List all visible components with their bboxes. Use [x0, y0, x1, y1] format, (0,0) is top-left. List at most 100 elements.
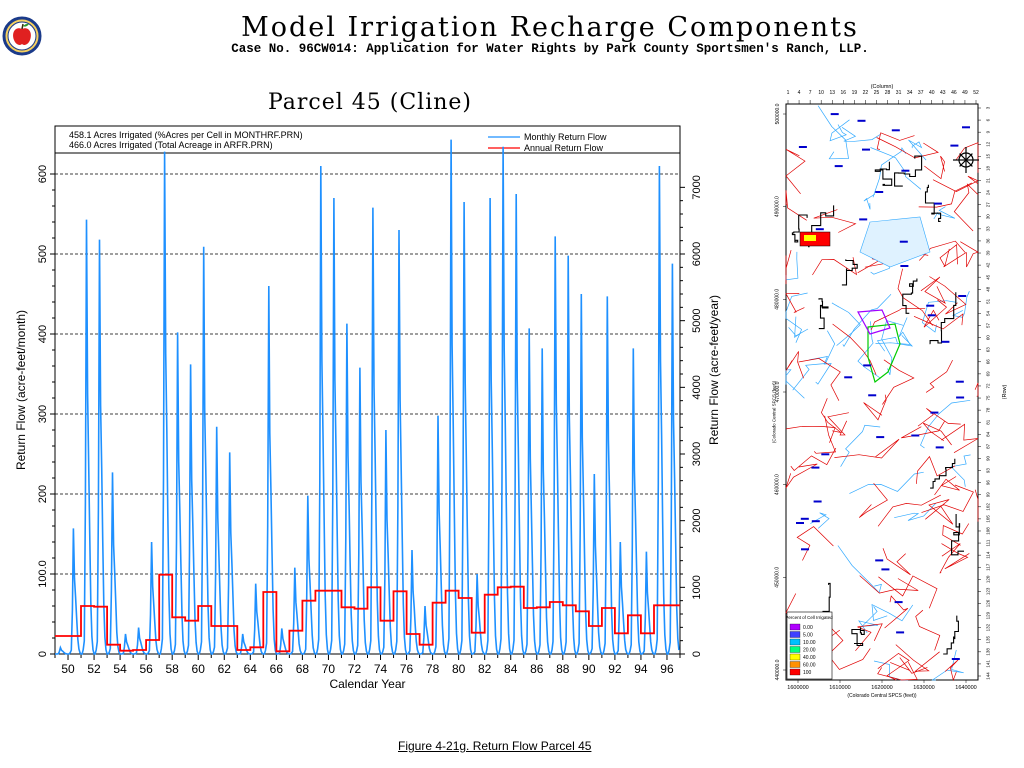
- row-tick-label: 39: [986, 250, 991, 256]
- map-y-tick-label: 490000.0: [775, 196, 781, 217]
- road-line: [918, 182, 972, 208]
- y2-tick-label: 7000: [691, 175, 703, 199]
- row-tick-label: 87: [986, 443, 991, 449]
- row-tick-label: 6: [986, 118, 991, 121]
- column-tick-label: 52: [973, 90, 979, 96]
- road-line: [974, 489, 979, 522]
- parcel-boundary: [929, 292, 957, 345]
- parcel-boundary: [841, 259, 858, 286]
- y-tick-label: 200: [37, 485, 49, 503]
- road-line: [925, 499, 954, 525]
- road-line: [939, 244, 958, 268]
- parcel-boundary: [951, 514, 964, 556]
- place-label: [796, 522, 804, 524]
- row-tick-label: 84: [986, 431, 991, 437]
- y-axis-label: Return Flow (acre-feet/month): [14, 310, 28, 470]
- x-tick-label: 82: [478, 662, 492, 676]
- row-tick-label: 135: [986, 635, 991, 643]
- stream-line: [875, 317, 911, 345]
- compass-ray: [959, 153, 967, 161]
- stream-line: [908, 139, 927, 161]
- row-tick-label: 45: [986, 274, 991, 280]
- x-tick-label: 88: [556, 662, 570, 676]
- road-line: [813, 209, 857, 233]
- column-tick-label: 43: [940, 90, 946, 96]
- place-label: [926, 304, 935, 307]
- map-x-tick-label: 1610000: [829, 685, 850, 691]
- stream-line: [788, 316, 809, 338]
- road-line: [960, 241, 979, 268]
- map-x-axis-label: (Colorado Central SPCS (feet)): [847, 693, 917, 699]
- map-y-tick-label: 500000.0: [775, 103, 781, 124]
- place-label: [876, 436, 885, 439]
- y-tick-label: 300: [37, 405, 49, 423]
- map-legend-frame: [786, 611, 833, 680]
- parcel-boundary: [818, 298, 829, 330]
- road-line: [834, 438, 900, 459]
- x-axis-label: Calendar Year: [329, 677, 405, 691]
- column-tick-label: 40: [929, 90, 935, 96]
- road-line: [895, 644, 940, 672]
- x-tick-label: 52: [87, 662, 101, 676]
- map-legend-swatch: [789, 646, 801, 653]
- map-legend-swatch: [789, 638, 801, 646]
- row-tick-label: 111: [986, 539, 991, 546]
- road-line: [916, 455, 956, 484]
- row-tick-label: 81: [986, 419, 991, 425]
- map-y-tick-label: 460000.0: [775, 474, 781, 495]
- row-tick-label: 48: [986, 286, 991, 292]
- y2-tick-label: 3000: [691, 442, 703, 466]
- row-tick-label: 102: [986, 503, 991, 511]
- compass-ray: [965, 159, 973, 167]
- acreage-note: 466.0 Acres Irrigated (Total Acreage in …: [69, 140, 273, 150]
- road-line: [785, 250, 792, 285]
- stream-line: [840, 424, 881, 467]
- place-label: [868, 394, 877, 397]
- row-tick-label: 63: [986, 347, 991, 353]
- row-tick-label: 120: [986, 575, 991, 583]
- column-tick-label: 4: [798, 90, 801, 96]
- road-line: [941, 423, 979, 454]
- stream-line: [894, 502, 937, 521]
- column-tick-label: 22: [863, 90, 869, 96]
- road-line: [785, 293, 805, 313]
- stream-line: [785, 369, 805, 399]
- row-tick-label: 138: [986, 648, 991, 656]
- road-line: [876, 132, 915, 150]
- road-line: [827, 412, 849, 436]
- row-tick-label: 33: [986, 226, 991, 232]
- y-tick-label: 500: [37, 245, 49, 263]
- road-line: [796, 526, 834, 561]
- road-line: [920, 276, 946, 304]
- row-tick-label: 126: [986, 599, 991, 607]
- row-tick-label: 69: [986, 371, 991, 377]
- stream-line: [872, 147, 907, 198]
- row-tick-label: 93: [986, 468, 991, 474]
- return-flow-chart: 0100.02003004005006000100020003000400050…: [14, 125, 721, 691]
- road-line: [813, 415, 837, 454]
- stream-line: [863, 193, 875, 210]
- stream-line: [829, 119, 850, 142]
- place-label: [951, 658, 960, 660]
- map-y-axis-label: (Colorado Central SPCS (feet)): [772, 380, 777, 443]
- place-label: [862, 148, 870, 151]
- road-line: [929, 276, 967, 315]
- road-line: [785, 463, 818, 489]
- place-label: [901, 169, 910, 172]
- place-label: [891, 129, 900, 132]
- column-tick-label: 19: [852, 90, 858, 96]
- x-tick-label: 60: [192, 662, 206, 676]
- column-axis-label: (Column): [871, 84, 894, 90]
- row-tick-label: 108: [986, 527, 991, 535]
- road-line: [932, 175, 979, 192]
- row-tick-label: 78: [986, 407, 991, 413]
- stream-line: [871, 604, 914, 622]
- stream-line: [881, 320, 904, 376]
- y2-axis-label: Return Flow (acre-feet/year): [707, 295, 721, 445]
- road-line: [882, 548, 911, 576]
- column-tick-label: 13: [829, 90, 835, 96]
- road-line: [863, 394, 887, 421]
- road-line: [785, 148, 806, 195]
- row-tick-label: 66: [986, 359, 991, 365]
